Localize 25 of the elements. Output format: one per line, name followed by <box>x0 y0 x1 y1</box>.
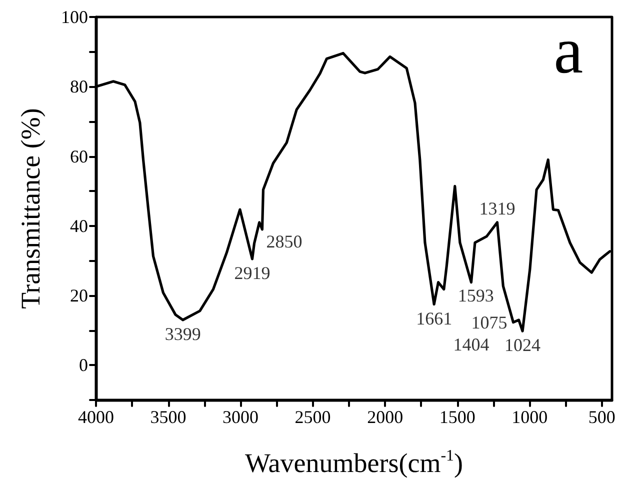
y-tick-label: 80 <box>70 76 88 97</box>
annotation: 3399 <box>164 324 201 344</box>
annotation: 1404 <box>453 334 490 354</box>
x-tick-label: 1000 <box>512 407 548 427</box>
annotation: 1661 <box>416 308 452 328</box>
annotation: 1593 <box>458 285 494 306</box>
y-tick-label: 60 <box>70 146 88 166</box>
x-tick-label: 2500 <box>294 407 331 427</box>
x-tick-label: 1500 <box>439 407 476 427</box>
x-tick-label: 3000 <box>222 407 259 427</box>
x-tick-label: 3500 <box>150 407 186 427</box>
x-tick-label: 2000 <box>367 407 404 427</box>
y-tick-label: 40 <box>70 216 88 236</box>
annotation: 1024 <box>504 335 541 356</box>
annotation: a <box>554 14 584 88</box>
y-tick-label: 100 <box>61 7 88 27</box>
annotation: 2919 <box>234 262 270 283</box>
x-tick-label: 4000 <box>78 407 114 427</box>
annotation: 2850 <box>266 231 302 252</box>
y-axis-title: Transmittance (%) <box>16 108 46 309</box>
y-tick-label: 0 <box>79 355 88 376</box>
y-tick-label: 20 <box>70 286 88 306</box>
annotation: 1319 <box>479 198 516 218</box>
annotation: 1075 <box>471 312 508 332</box>
x-tick-label: 500 <box>588 407 616 427</box>
